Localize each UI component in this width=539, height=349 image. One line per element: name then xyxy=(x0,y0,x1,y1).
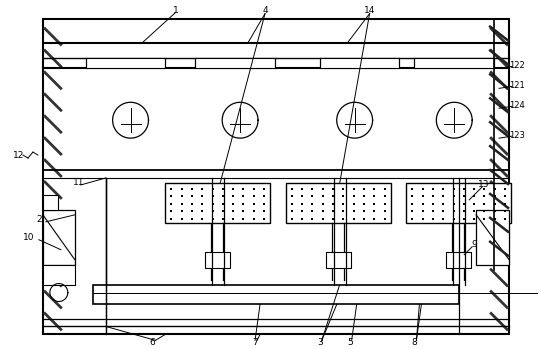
Text: 8: 8 xyxy=(412,338,417,347)
Bar xyxy=(43,210,75,265)
Bar xyxy=(286,183,391,223)
Bar xyxy=(195,59,275,68)
Text: 13: 13 xyxy=(479,180,490,190)
Bar xyxy=(165,183,270,223)
Bar xyxy=(320,59,399,68)
Bar xyxy=(446,252,471,268)
Text: 1: 1 xyxy=(172,6,178,15)
Text: 2: 2 xyxy=(36,215,42,224)
Text: 122: 122 xyxy=(509,61,525,70)
Text: 12: 12 xyxy=(13,150,25,159)
Bar xyxy=(86,59,165,68)
Text: 9: 9 xyxy=(471,240,477,249)
Text: 11: 11 xyxy=(73,178,85,187)
Bar xyxy=(43,195,58,210)
Bar xyxy=(205,252,230,268)
Bar xyxy=(476,210,509,265)
Text: 3: 3 xyxy=(317,338,323,347)
Text: 6: 6 xyxy=(150,338,155,347)
Text: 124: 124 xyxy=(509,101,525,110)
Text: 123: 123 xyxy=(509,131,525,140)
Text: 14: 14 xyxy=(364,6,375,15)
Text: 121: 121 xyxy=(509,81,525,90)
Bar xyxy=(326,252,351,268)
Text: 5: 5 xyxy=(347,338,353,347)
Bar xyxy=(43,265,75,284)
Bar xyxy=(414,59,494,68)
Bar xyxy=(43,18,509,334)
Text: 7: 7 xyxy=(252,338,258,347)
Bar xyxy=(93,284,459,304)
Text: 4: 4 xyxy=(262,6,268,15)
Text: 10: 10 xyxy=(23,233,34,242)
Bar xyxy=(406,183,511,223)
